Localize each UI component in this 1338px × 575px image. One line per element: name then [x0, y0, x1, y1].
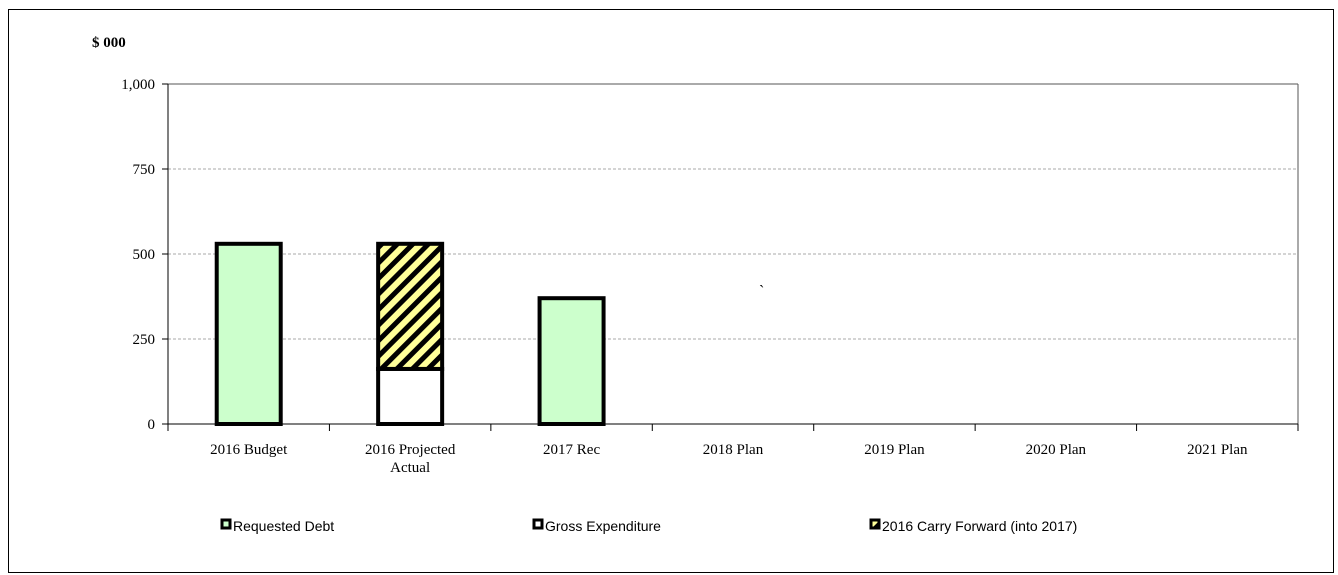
legend-label-1: Requested Debt — [233, 518, 334, 534]
y-tick-label: 0 — [148, 417, 156, 433]
x-tick-label: 2020 Plan — [1026, 442, 1087, 458]
x-tick-label: 2018 Plan — [703, 442, 764, 458]
y-tick-label: 1,000 — [121, 77, 155, 93]
legend-swatch-2 — [532, 518, 544, 530]
x-tick-label: 2016 Projected Actual — [365, 442, 456, 476]
legend-swatch-3 — [869, 518, 881, 530]
legend: Requested Debt Gross Expenditure 2016 Carr… — [220, 518, 1077, 534]
axes — [162, 83, 1299, 431]
gridlines — [168, 83, 1299, 424]
unit-label: $ 000 — [92, 35, 126, 51]
bar-1-1 — [214, 241, 283, 426]
bar-1-3 — [537, 296, 606, 427]
x-tick-label: 2021 Plan — [1187, 442, 1248, 458]
bar-2-2 — [376, 366, 445, 427]
annotation-mark: ` — [759, 283, 764, 300]
legend-swatch-1 — [220, 518, 232, 530]
y-tick-label: 250 — [133, 332, 156, 348]
bars — [214, 241, 606, 427]
tick-labels: 0 250 500 750 1,000 2016 Budget 2016 Projected… — [121, 77, 1248, 476]
bar-3-2 — [376, 241, 445, 371]
y-tick-label: 750 — [133, 162, 156, 178]
legend-label-2: Gross Expenditure — [545, 518, 661, 534]
x-tick-label: 2019 Plan — [864, 442, 925, 458]
x-tick-label: 2016 Budget — [210, 442, 288, 458]
legend-label-3: 2016 Carry Forward (into 2017) — [882, 518, 1077, 534]
y-tick-label: 500 — [133, 247, 156, 263]
x-tick-label: 2017 Rec — [543, 442, 600, 458]
